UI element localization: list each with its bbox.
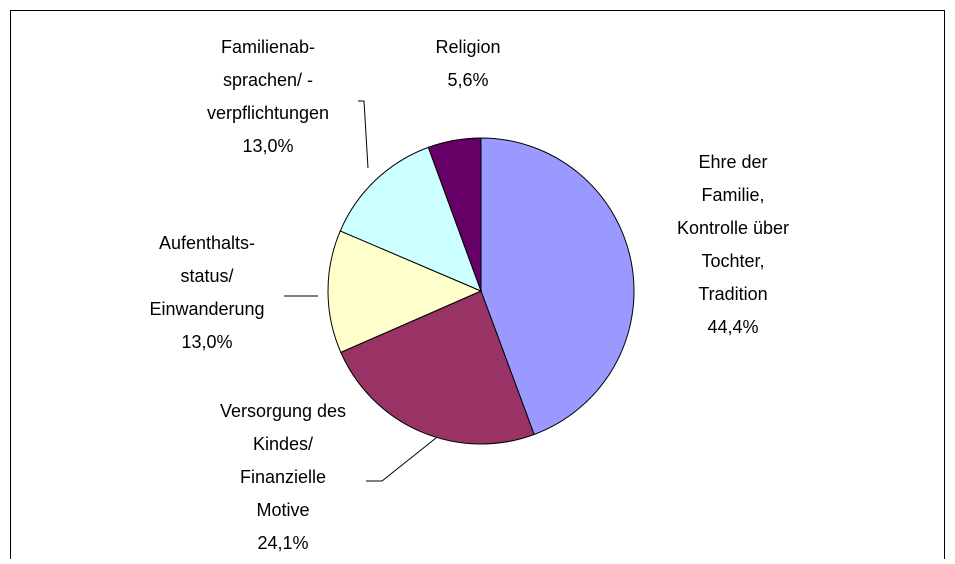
pie-slice [340,290,535,445]
slice-label: Versorgung des Kindes/Finanzielle Motive [220,401,346,520]
value-label: 13,0% [242,136,293,156]
value-label: 13,0% [181,332,232,352]
slice-label: Aufenthalts-status/Einwanderung [149,233,264,319]
pie-slice [327,230,483,354]
pie-slice [480,137,635,436]
value-label: 5,6% [447,70,488,90]
value-label: 44,4% [707,317,758,337]
pie-slice [339,146,482,292]
pie-slice [427,137,482,292]
leader-line [366,437,437,482]
slice-label: Ehre der Familie, Kontrolle über Tochter, Tr… [677,152,789,304]
value-label: 24,1% [257,533,308,553]
slice-label: Religion [435,37,500,57]
leader-line [358,100,369,169]
slice-label: Familienab-sprachen/ -verpflichtungen [207,37,329,123]
